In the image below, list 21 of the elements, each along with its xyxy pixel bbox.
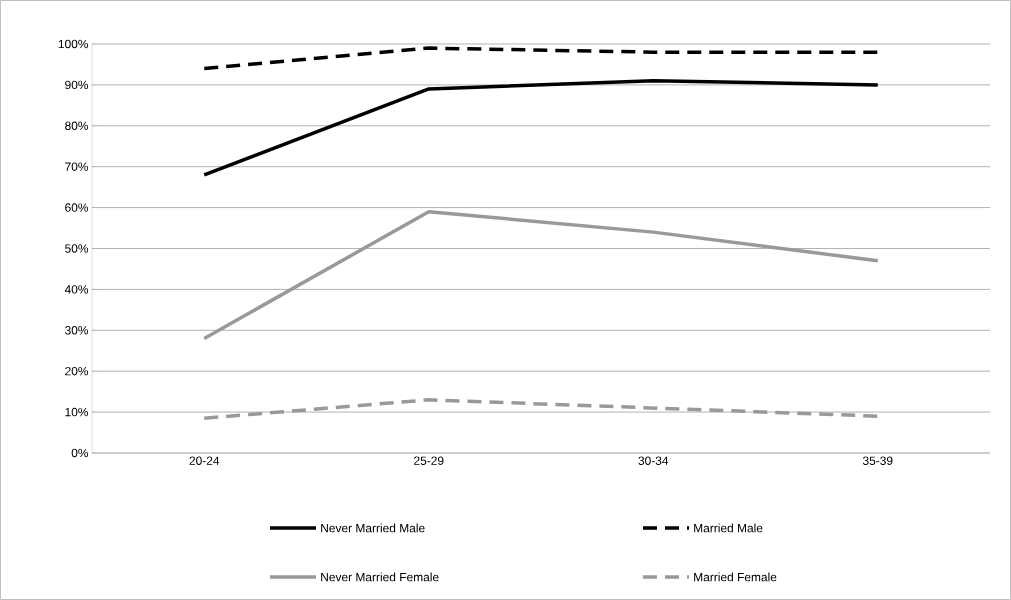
y-tick-label: 20% [65,366,89,376]
y-tick-label: 100% [58,39,89,49]
line-series [202,209,880,341]
y-tick-label: 30% [65,326,89,335]
legend-label: Never Married Female [321,572,439,582]
x-tick-label: 30-34 [638,456,669,465]
x-tick-label: 20-24 [189,456,220,465]
y-tick-label: 70% [65,162,89,171]
legend-label: Never Married Male [321,523,425,533]
y-tick-label: 60% [65,203,89,212]
line-series [202,79,880,177]
y-tick-label: 40% [64,285,89,294]
legend-label: Married Female [694,572,777,582]
y-tick-label: 90% [65,80,89,90]
y-tick-label: 0% [71,448,89,458]
y-tick-label: 50% [65,244,89,253]
x-tick-label: 25-29 [414,456,444,465]
y-tick-label: 10% [65,407,89,417]
x-tick-label: 35-39 [862,456,893,465]
legend-label: Married Male [694,523,763,533]
y-tick-label: 80% [65,121,89,131]
